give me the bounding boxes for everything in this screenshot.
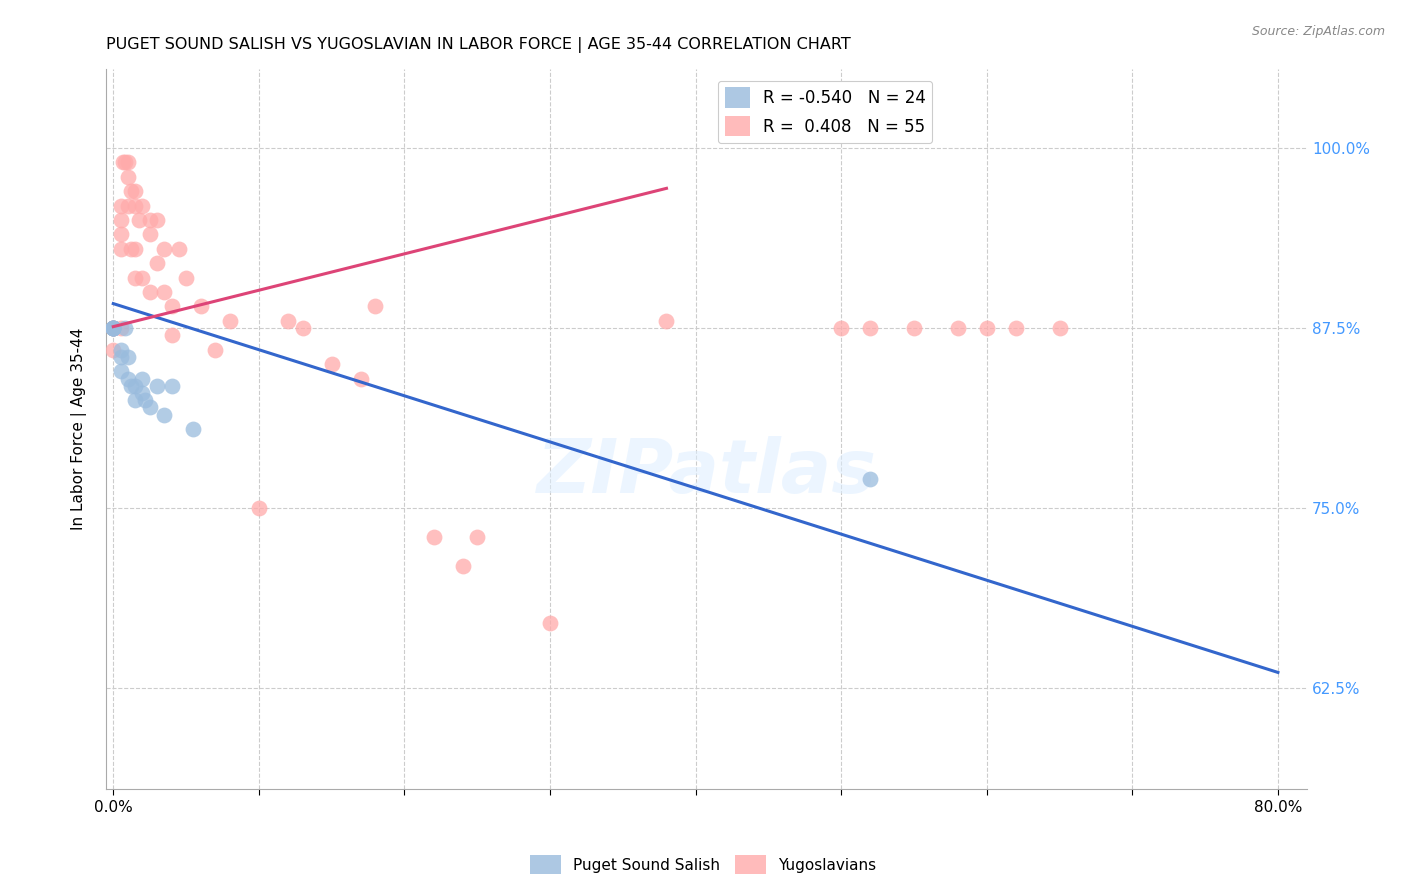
Point [538,616,561,631]
Point [655,314,678,328]
Point [131,270,153,285]
Point [120,242,142,256]
Point [153,242,176,256]
Point [153,408,176,422]
Point [117,371,139,385]
Point [131,385,153,400]
Point [124,199,146,213]
Point [103,321,125,335]
Point [138,285,160,299]
Point [946,321,969,335]
Point [138,227,160,242]
Point [903,321,925,335]
Point [247,501,270,516]
Point [120,378,142,392]
Point [103,321,125,335]
Point [103,321,125,335]
Point [174,270,197,285]
Point [110,213,132,227]
Legend: R = -0.540   N = 24, R =  0.408   N = 55: R = -0.540 N = 24, R = 0.408 N = 55 [718,80,932,143]
Point [167,242,190,256]
Point [124,378,146,392]
Point [103,321,125,335]
Point [321,357,343,371]
Y-axis label: In Labor Force | Age 35-44: In Labor Force | Age 35-44 [72,327,87,530]
Point [160,328,183,343]
Point [976,321,998,335]
Point [131,199,153,213]
Point [146,213,169,227]
Point [1049,321,1071,335]
Point [422,530,444,544]
Point [1005,321,1028,335]
Point [204,343,226,357]
Point [124,393,146,408]
Point [153,285,176,299]
Point [218,314,240,328]
Point [110,364,132,378]
Point [117,199,139,213]
Point [103,321,125,335]
Point [124,242,146,256]
Point [117,155,139,169]
Point [117,350,139,364]
Point [138,401,160,415]
Point [291,321,314,335]
Point [465,530,488,544]
Point [110,227,132,242]
Point [859,321,882,335]
Point [124,184,146,198]
Point [160,378,183,392]
Point [110,350,132,364]
Point [160,300,183,314]
Point [103,321,125,335]
Point [124,270,146,285]
Point [830,321,852,335]
Text: Source: ZipAtlas.com: Source: ZipAtlas.com [1251,25,1385,38]
Point [110,321,132,335]
Point [114,321,136,335]
Point [112,155,135,169]
Point [190,300,212,314]
Point [146,378,169,392]
Text: PUGET SOUND SALISH VS YUGOSLAVIAN IN LABOR FORCE | AGE 35-44 CORRELATION CHART: PUGET SOUND SALISH VS YUGOSLAVIAN IN LAB… [105,37,851,54]
Point [138,213,160,227]
Legend: Puget Sound Salish, Yugoslavians: Puget Sound Salish, Yugoslavians [524,849,882,880]
Point [110,343,132,357]
Point [859,472,882,486]
Point [114,155,136,169]
Point [134,393,156,408]
Point [103,343,125,357]
Point [146,256,169,270]
Point [103,321,125,335]
Point [131,371,153,385]
Point [183,422,205,436]
Point [451,558,474,573]
Point [103,321,125,335]
Point [103,321,125,335]
Point [110,242,132,256]
Point [364,300,387,314]
Text: ZIPatlas: ZIPatlas [537,435,876,508]
Point [128,213,150,227]
Point [277,314,299,328]
Point [350,371,373,385]
Point [120,184,142,198]
Point [117,169,139,184]
Point [110,199,132,213]
